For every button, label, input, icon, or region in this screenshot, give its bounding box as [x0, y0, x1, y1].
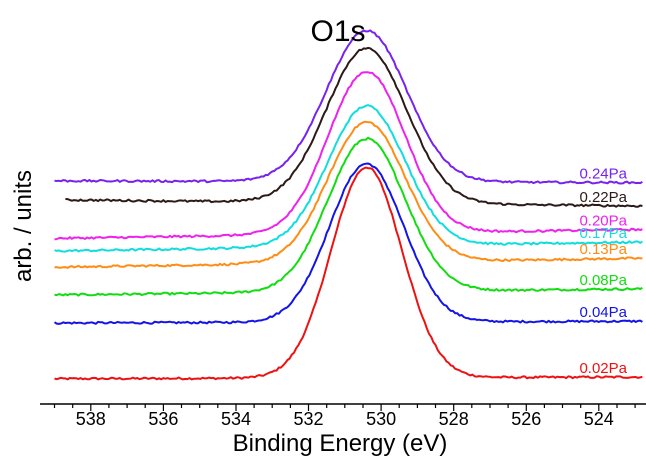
series-line-0_04Pa: [53, 162, 643, 325]
x-tick-label: 532: [293, 409, 323, 429]
series-line-0_20Pa: [54, 71, 643, 241]
y-axis-title: arb. / units: [10, 170, 37, 282]
x-tick-label: 538: [76, 409, 106, 429]
series-line-0_02Pa: [54, 166, 643, 381]
chart-title: O1s: [310, 15, 365, 48]
x-tick-label: 524: [584, 409, 614, 429]
series-label-0_20Pa: 0.20Pa: [579, 212, 627, 229]
series-label-0_24Pa: 0.24Pa: [579, 166, 627, 183]
series-line-0_24Pa: [54, 29, 643, 185]
series-label-0_13Pa: 0.13Pa: [579, 241, 627, 258]
x-tick-label: 528: [439, 409, 469, 429]
x-tick-label: 536: [148, 409, 178, 429]
series-line-0_13Pa: [54, 120, 643, 269]
series-line-0_22Pa: [65, 46, 643, 208]
series-label-0_17Pa: 0.17Pa: [579, 225, 627, 242]
x-tick-label: 530: [366, 409, 396, 429]
series-label-0_02Pa: 0.02Pa: [579, 360, 627, 377]
x-tick-label: 534: [221, 409, 251, 429]
x-tick-label: 526: [511, 409, 541, 429]
series-layer: [53, 29, 643, 381]
series-label-0_22Pa: 0.22Pa: [579, 189, 627, 206]
series-label-0_08Pa: 0.08Pa: [579, 272, 627, 289]
series-line-0_08Pa: [54, 136, 643, 297]
series-label-0_04Pa: 0.04Pa: [579, 304, 627, 321]
series-line-0_17Pa: [54, 104, 643, 253]
x-axis-title: Binding Energy (eV): [233, 430, 448, 457]
x-axis: 538 536 534 532 530 528 526 524: [40, 403, 646, 429]
